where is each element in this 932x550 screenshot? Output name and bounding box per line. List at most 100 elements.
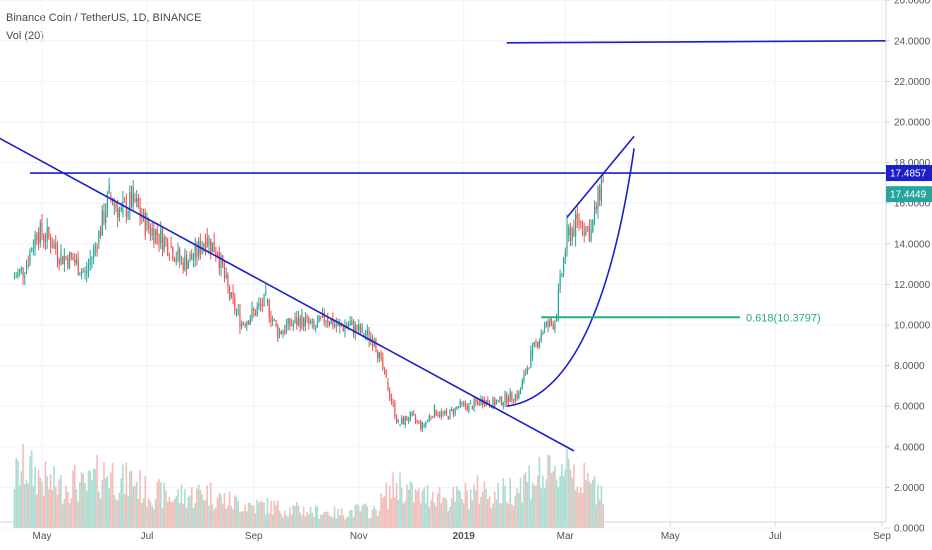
- volume-bar: [271, 514, 274, 528]
- y-tick-label: 10.0000: [894, 321, 931, 332]
- volume-bar: [547, 454, 549, 528]
- candle-body: [550, 319, 553, 324]
- candle-body: [105, 213, 107, 224]
- candle-body: [89, 259, 91, 266]
- x-tick-label: Jul: [769, 531, 782, 542]
- volume-bar: [452, 486, 455, 528]
- candle-body: [37, 231, 40, 244]
- volume-bar: [63, 499, 66, 528]
- volume-bar: [351, 509, 353, 528]
- chart-title: Binance Coin / TetherUS, 1D, BINANCE: [6, 12, 202, 24]
- candle-body: [449, 409, 451, 420]
- trend-drawings[interactable]: 0.618(10.3797): [0, 40, 887, 452]
- volume-bar: [368, 518, 370, 528]
- candle-body: [55, 243, 57, 250]
- volume-bar: [425, 503, 427, 528]
- volume-bar: [573, 464, 575, 528]
- volume-bar: [178, 502, 181, 528]
- candle-body: [244, 323, 246, 326]
- volume-bar: [332, 517, 334, 528]
- volume-bar: [244, 504, 246, 528]
- candle-body: [261, 304, 263, 306]
- volume-bar: [60, 475, 62, 528]
- last-price-tag-text: 17.4449: [890, 190, 927, 201]
- candle-body: [67, 257, 69, 268]
- candle-body: [519, 388, 522, 395]
- x-tick-label: Sep: [873, 531, 891, 542]
- candle-body: [125, 201, 127, 217]
- volume-bar: [459, 490, 462, 528]
- candle-body: [63, 256, 65, 264]
- volume-bar: [519, 477, 522, 528]
- grid: [0, 0, 886, 529]
- y-tick-label: 8.0000: [894, 361, 925, 372]
- candle-body: [144, 212, 146, 237]
- volume-bar: [428, 507, 431, 528]
- candle-body: [311, 320, 313, 323]
- candle-body: [325, 320, 327, 323]
- candle-body: [361, 327, 363, 333]
- volume-bar: [292, 505, 295, 528]
- candle-body: [161, 229, 164, 250]
- volume-bar: [153, 508, 155, 528]
- candle-body: [568, 227, 570, 236]
- candle-body: [382, 357, 384, 370]
- candle-body: [318, 316, 320, 322]
- y-tick-label: 14.0000: [894, 239, 931, 250]
- volume-bar: [254, 513, 257, 528]
- volume-bar: [56, 495, 59, 528]
- volume-bar: [49, 474, 52, 528]
- volume-bar: [84, 483, 86, 528]
- volume-bar: [533, 485, 536, 528]
- candle-body: [411, 412, 413, 417]
- candle-body: [416, 420, 418, 422]
- candle-body: [106, 193, 109, 214]
- candle-body: [235, 310, 238, 312]
- volume-bar: [378, 510, 381, 528]
- candle-body: [309, 322, 312, 324]
- volume-bar: [542, 475, 544, 528]
- volume-bar: [34, 466, 36, 528]
- volume-bar: [366, 506, 369, 528]
- volume-bar: [481, 492, 484, 528]
- candle-body: [375, 339, 377, 352]
- volume-bar: [98, 491, 100, 528]
- candle-body: [566, 224, 568, 252]
- volume-bar: [423, 487, 425, 528]
- candle-body: [179, 248, 181, 261]
- candle-body: [387, 381, 389, 391]
- candle-body: [494, 398, 496, 407]
- candle-body: [158, 233, 160, 244]
- candle-body: [464, 403, 467, 407]
- x-tick-label: Sep: [245, 531, 263, 542]
- candle-body: [304, 317, 306, 327]
- candle-body: [597, 186, 599, 210]
- volume-bar: [79, 482, 81, 528]
- volume-bar: [333, 506, 336, 528]
- candle-body: [454, 407, 456, 415]
- volume-bar: [189, 495, 191, 528]
- candle-body: [80, 271, 83, 275]
- volume-bar: [543, 487, 546, 528]
- candle-body: [137, 198, 139, 208]
- candle-body: [335, 324, 337, 326]
- candle-body: [156, 229, 158, 236]
- volume-bar: [437, 493, 439, 528]
- x-tick-label: May: [33, 531, 52, 542]
- volume-bar: [103, 462, 105, 528]
- volume-bar: [20, 471, 23, 528]
- volume-bar: [194, 503, 196, 528]
- volume-bar: [147, 498, 150, 528]
- volume-bar: [363, 504, 365, 528]
- volume-bar: [497, 482, 499, 528]
- candle-body: [278, 331, 281, 334]
- candle-body: [242, 322, 244, 324]
- candle-body: [435, 410, 437, 416]
- candle-body: [184, 254, 186, 270]
- candle-body: [413, 412, 415, 416]
- volume-bar: [54, 486, 57, 528]
- volume-bar: [101, 479, 104, 528]
- volume-bar: [421, 490, 424, 528]
- volume-bar: [72, 470, 74, 528]
